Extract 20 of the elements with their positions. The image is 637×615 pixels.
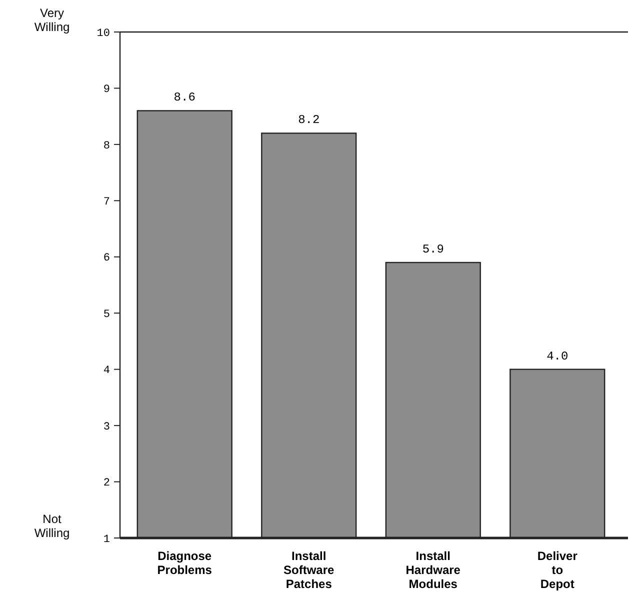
y-tick-label: 6	[103, 252, 110, 265]
y-tick-label: 2	[103, 478, 110, 490]
y-tick-label: 3	[103, 421, 110, 434]
y-tick-label: 7	[103, 196, 110, 209]
data-label: 8.2	[298, 113, 320, 128]
x-tick-label: Install Software Patches	[284, 549, 335, 591]
data-label: 5.9	[422, 242, 444, 257]
data-label: 8.6	[174, 90, 196, 105]
y-tick-label: 8	[103, 140, 110, 152]
data-label: 4.0	[546, 349, 568, 364]
y-tick-label: 1	[103, 534, 110, 546]
x-tick-label: Diagnose Problems	[157, 549, 212, 577]
text: Very Willing	[34, 6, 70, 34]
x-tick-label: Install Hardware Modules	[406, 549, 461, 591]
y-tick-label: 4	[103, 365, 110, 378]
x-tick-label: Deliver to Depot	[537, 549, 578, 591]
y-tick-label: 10	[96, 28, 110, 40]
text: Not Willing	[34, 512, 70, 540]
y-tick-label: 5	[103, 308, 110, 321]
y-tick-label: 9	[103, 84, 110, 96]
